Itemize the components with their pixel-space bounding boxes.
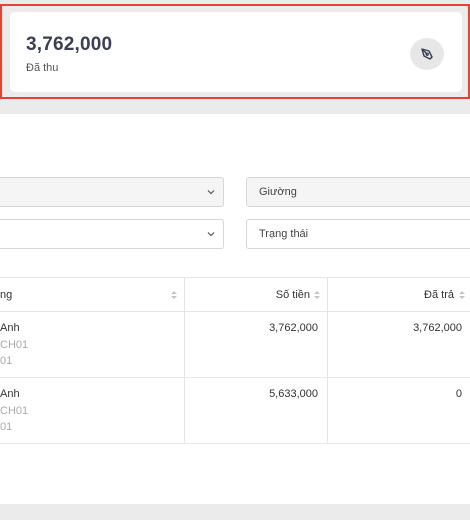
bed-select-placeholder: Giường xyxy=(259,186,297,198)
column-divider xyxy=(327,278,328,312)
bed-select[interactable]: Giường xyxy=(246,177,470,207)
row-amount: 3,762,000 xyxy=(269,322,318,334)
room-select[interactable] xyxy=(0,177,224,207)
chevron-down-icon xyxy=(207,232,215,237)
pen-tool-icon[interactable] xyxy=(410,38,444,70)
column-divider xyxy=(184,378,185,443)
sort-icon[interactable] xyxy=(313,289,321,301)
column-header-paid[interactable]: Đã trả xyxy=(424,289,454,301)
summary-card: 3,762,000 Đã thu xyxy=(10,12,462,92)
row-room-code: CH01 xyxy=(0,405,29,417)
contract-table: ng Số tiền Đã trả Anh CH01 01 3,762,000 … xyxy=(0,277,470,444)
chevron-down-icon xyxy=(207,190,215,195)
status-select[interactable]: Trạng thái xyxy=(246,219,470,249)
column-divider xyxy=(327,378,328,443)
type-select[interactable] xyxy=(0,219,224,249)
row-bed-code: 01 xyxy=(0,421,13,433)
sort-icon[interactable] xyxy=(458,289,466,301)
sort-icon[interactable] xyxy=(170,289,178,301)
row-paid: 3,762,000 xyxy=(413,322,462,334)
row-amount: 5,633,000 xyxy=(269,388,318,400)
summary-label: Đã thu xyxy=(26,62,59,74)
table-row[interactable]: Anh CH01 01 3,762,000 3,762,000 xyxy=(0,312,470,378)
summary-value: 3,762,000 xyxy=(26,34,113,55)
table-row[interactable]: Anh CH01 01 5,633,000 0 xyxy=(0,378,470,444)
column-divider xyxy=(184,278,185,312)
column-divider xyxy=(184,312,185,377)
column-header-amount[interactable]: Số tiền xyxy=(275,289,310,301)
row-paid: 0 xyxy=(455,388,462,400)
table-header: ng Số tiền Đã trả xyxy=(0,277,470,312)
row-name: Anh xyxy=(0,322,20,334)
column-header-name[interactable]: ng xyxy=(0,289,13,301)
status-select-placeholder: Trạng thái xyxy=(259,228,309,240)
row-room-code: CH01 xyxy=(0,339,29,351)
contract-panel: Giường Trạng thái ng Số tiền Đã trả Anh … xyxy=(0,114,470,504)
row-name: Anh xyxy=(0,388,20,400)
row-bed-code: 01 xyxy=(0,355,13,367)
column-divider xyxy=(327,312,328,377)
